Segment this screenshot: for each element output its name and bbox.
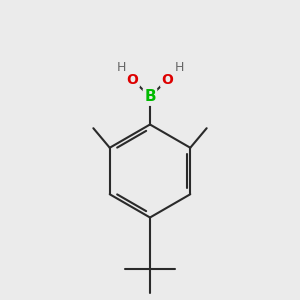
Text: O: O	[161, 73, 173, 86]
Text: H: H	[116, 61, 126, 74]
Text: B: B	[144, 89, 156, 104]
Text: H: H	[174, 61, 184, 74]
Text: O: O	[127, 73, 139, 86]
